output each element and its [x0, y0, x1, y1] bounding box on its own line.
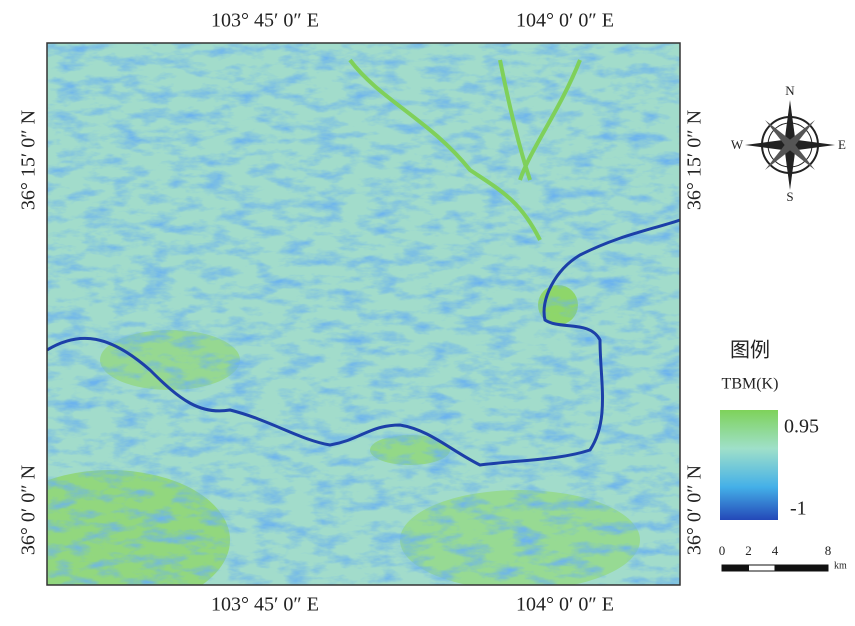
lat-label: 36° 0′ 0″ N — [684, 465, 706, 555]
lat-label: 36° 15′ 0″ N — [18, 110, 40, 210]
compass-label: N — [785, 83, 795, 98]
scale-segment — [722, 565, 749, 571]
scale-tick-label: 0 — [719, 543, 726, 558]
legend-title: 图例 — [730, 339, 770, 362]
compass-label: E — [838, 137, 846, 152]
compass-label: W — [731, 137, 744, 152]
compass-label: S — [786, 189, 793, 204]
lon-label: 103° 45′ 0″ E — [211, 594, 319, 616]
lon-label: 104° 0′ 0″ E — [516, 10, 614, 32]
scale-segment — [749, 565, 776, 571]
lon-label: 103° 45′ 0″ E — [211, 10, 319, 32]
scale-unit: km — [834, 560, 847, 571]
legend-max: 0.95 — [784, 416, 819, 438]
map-figure: 103° 45′ 0″ E 104° 0′ 0″ E 103° 45′ 0″ E… — [0, 0, 855, 626]
scale-tick-label: 2 — [745, 543, 752, 558]
map-image — [0, 43, 680, 610]
legend-unit: TBM(K) — [722, 376, 779, 393]
lat-label: 36° 15′ 0″ N — [684, 110, 706, 210]
color-ramp — [720, 410, 778, 520]
lon-label: 104° 0′ 0″ E — [516, 594, 614, 616]
scale-segment — [775, 565, 828, 571]
legend-min: -1 — [790, 498, 807, 520]
scale-tick-label: 4 — [772, 543, 779, 558]
compass — [745, 100, 835, 190]
scale-tick-label: 8 — [825, 543, 832, 558]
lat-label: 36° 0′ 0″ N — [18, 465, 40, 555]
